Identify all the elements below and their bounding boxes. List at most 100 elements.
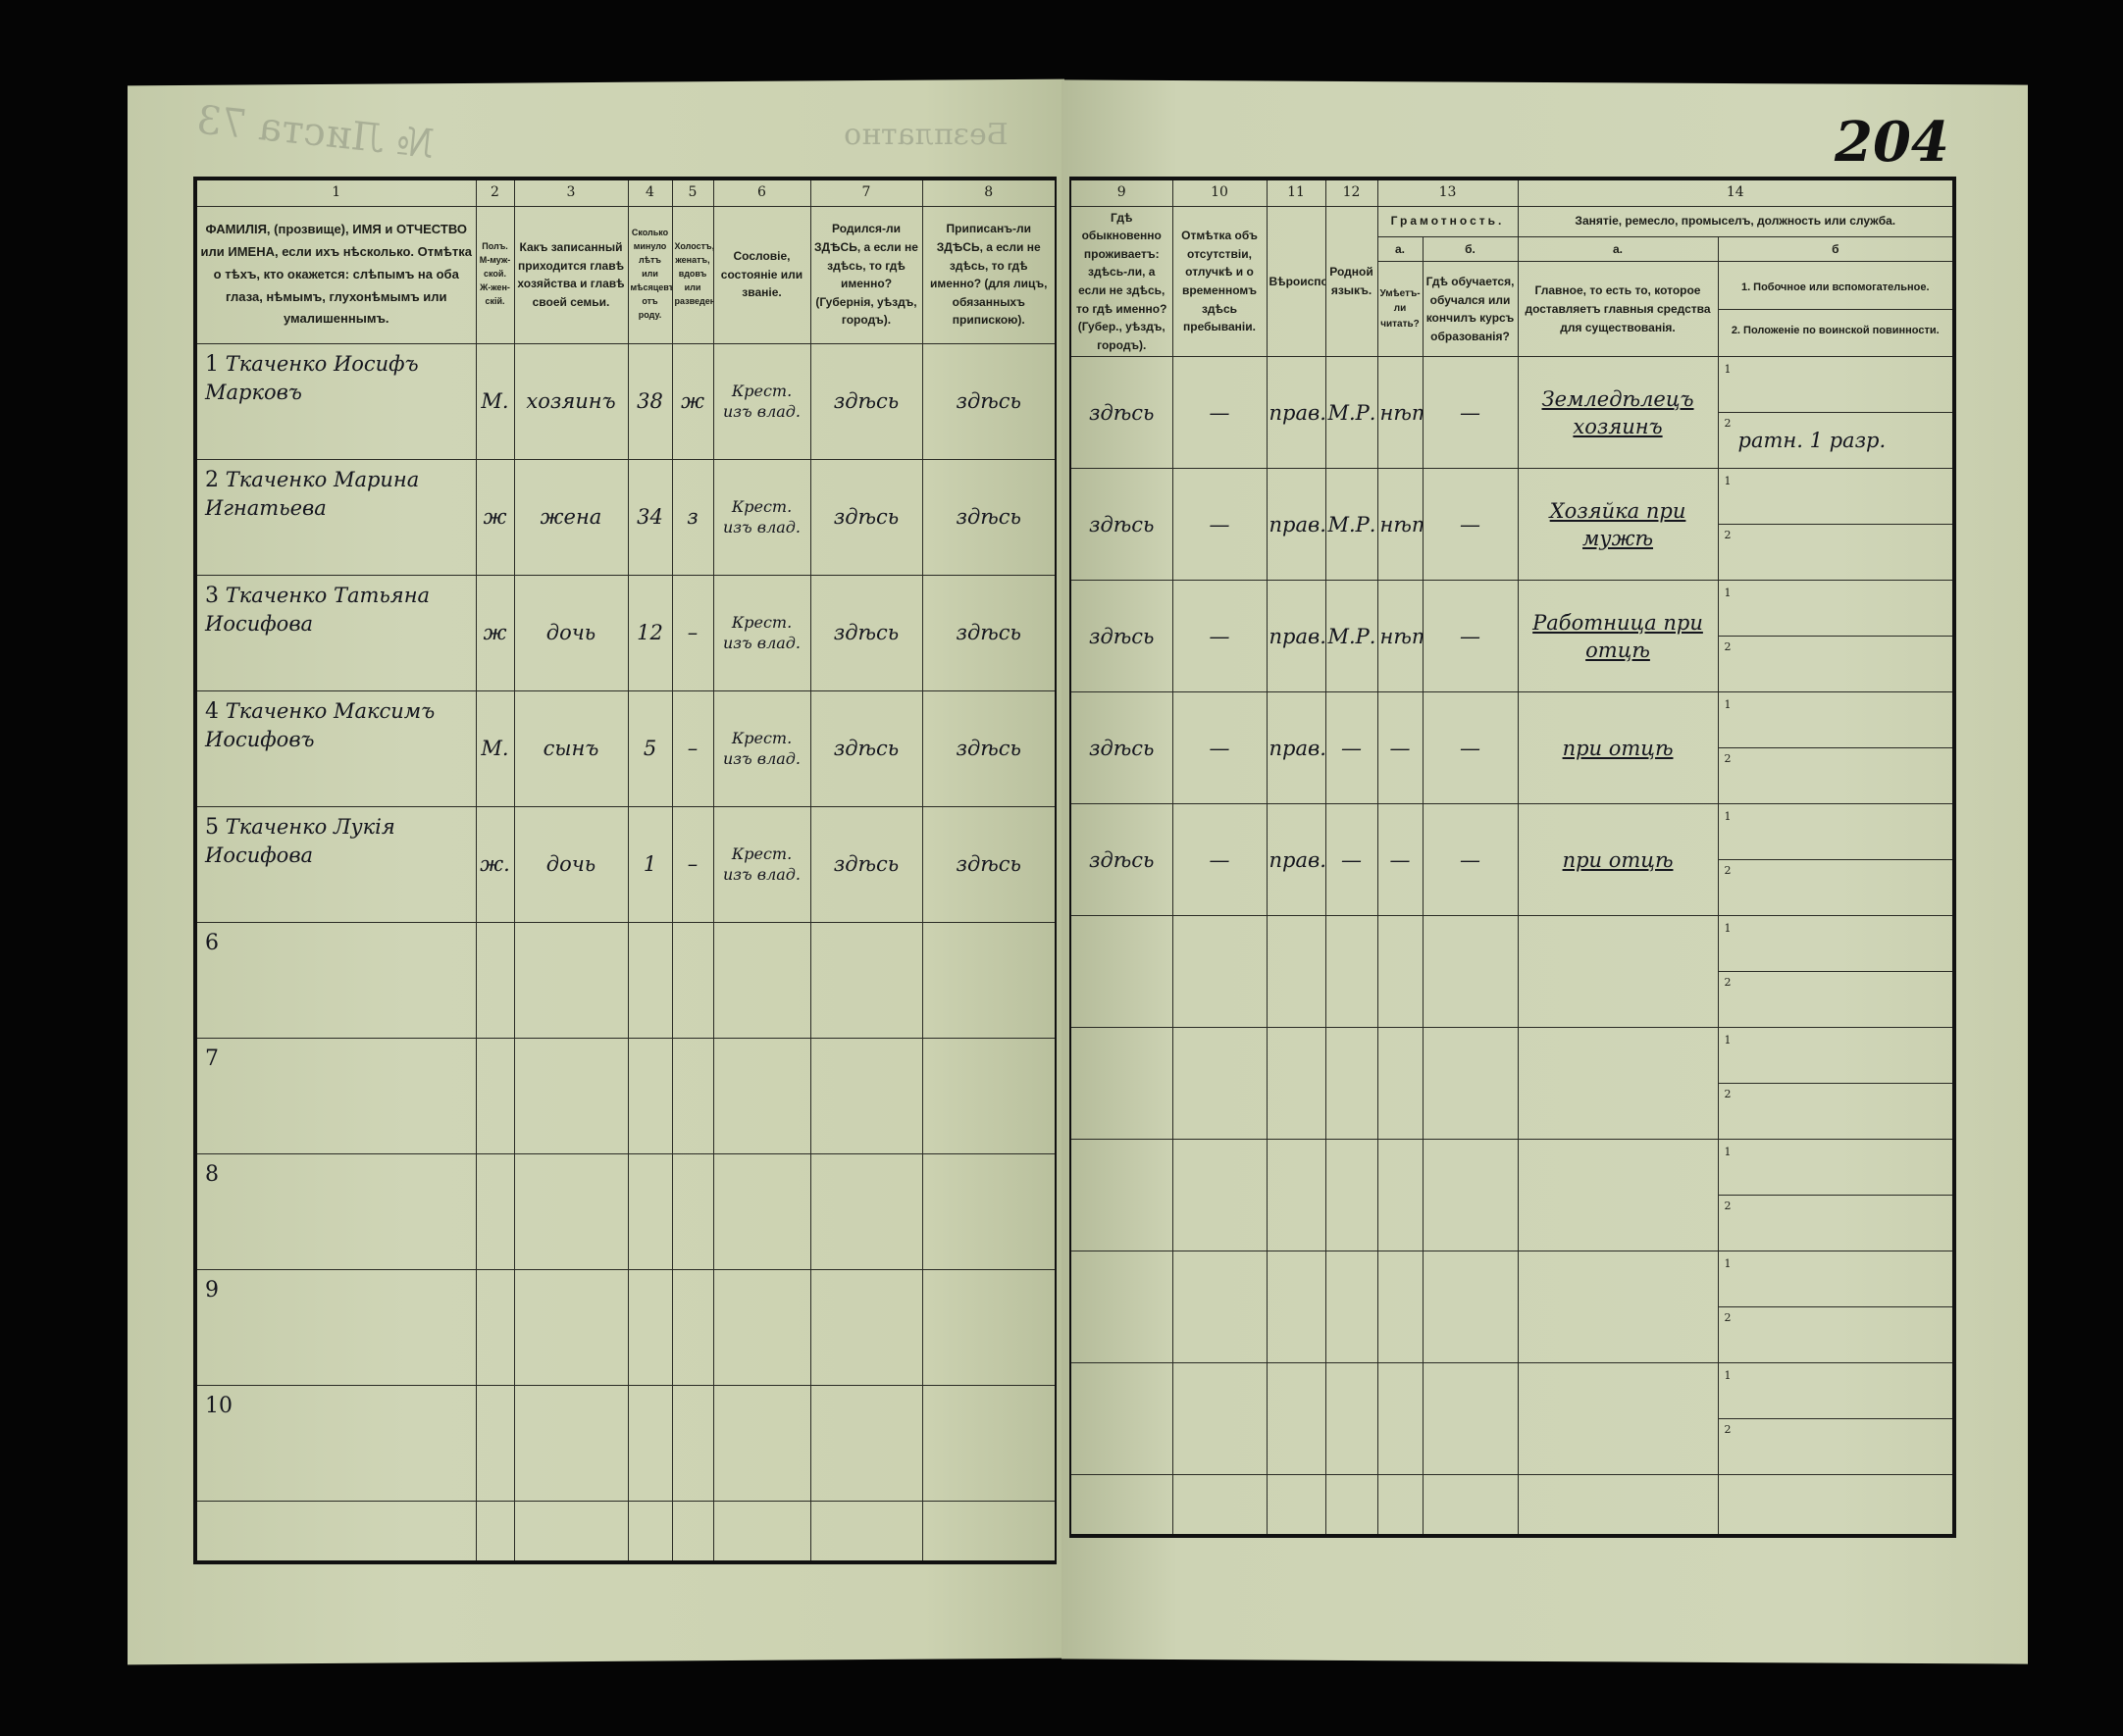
col-14b2-header: 2. Положеніе по воинской повинности. [1731,324,1940,336]
age-cell: 34 [627,458,673,576]
literate-cell [1376,1027,1424,1141]
subrow-2: 2 ратн. 1 разр. [1719,413,1952,466]
col-4-header: Сколько минуло лѣтъ или мѣсяцевъ отъ род… [627,205,673,344]
row-number: 6 [205,930,219,955]
born-cell: здѣсь [809,342,923,460]
marital-cell [671,921,714,1039]
born-cell: здѣсь [809,689,923,807]
table-footer-row [1069,1474,1955,1537]
subrow-label: 1 [1724,1034,1732,1047]
row-number: 8 [205,1161,219,1187]
subrow-label: 2 [1724,1200,1732,1213]
subrow-1: 1 [1719,1365,1953,1420]
col-11-number: 11 [1266,178,1326,207]
col-8-header: Приписанъ-ли ЗДѢСЬ, а если не здѣсь, то … [921,205,1057,344]
relation-cell: сынъ [513,689,629,807]
census-table-right: 9 10 11 12 13 14 Гдѣ обыкновенно прожива… [1069,177,1957,1539]
subrow-label: 2 [1724,1423,1732,1437]
col-12-number: 12 [1324,178,1378,207]
table-row-left: 1 Ткаченко Иосифъ Марковъ М. хозяинъ 38 ж Кре… [194,342,1057,460]
age-cell [627,921,673,1039]
literate-cell: нѣтъ [1376,468,1424,582]
military-status: ратн. 1 разр. [1737,429,1887,453]
col-1-number: 1 [194,178,477,207]
col-5-header: Холостъ, женатъ, вдовъ или разведенъ. [671,205,714,344]
row-number: 1 [205,351,219,377]
row-number: 9 [205,1277,219,1302]
name-cell: 2 Ткаченко Марина Игнатьева [194,458,477,576]
subrow-label: 1 [1724,698,1732,712]
religion-cell: прав. [1266,356,1326,470]
estate-cell: Крест. изъ влад. [712,574,811,691]
resides-cell: здѣсь [1069,691,1173,805]
religion-cell [1266,915,1326,1029]
marital-cell: – [671,574,714,691]
col-10-number: 10 [1171,178,1268,207]
col-8-number: 8 [921,178,1057,207]
estate-cell: Крест. изъ влад. [712,342,811,460]
education-cell [1422,1139,1519,1252]
occupation-cell: при отцѣ [1517,691,1719,805]
subrow-1: 1 [1719,1142,1953,1197]
subrow-1: 1 [1719,471,1953,526]
religion-cell [1266,1362,1326,1476]
age-cell [627,1152,673,1270]
blank-cell [1266,1474,1326,1537]
sex-cell [475,1384,515,1502]
subrow-label: 1 [1724,363,1732,377]
absence-cell [1171,915,1268,1029]
table-row-left: 10 [194,1384,1057,1502]
table-row-left: 7 [194,1037,1057,1154]
col-7-number: 7 [809,178,923,207]
literate-cell: — [1376,803,1424,917]
education-cell: — [1422,580,1519,693]
age-cell: 38 [627,342,673,460]
blank-cell [1517,1474,1719,1537]
born-cell [809,1152,923,1270]
col-6-header: Сословіе, состояніе или званіе. [712,205,811,344]
col-13a-header: Умѣетъ-ли читать? [1376,260,1424,358]
col-5-number: 5 [671,178,714,207]
sex-cell [475,921,515,1039]
marital-cell [671,1037,714,1154]
row-number: 2 [205,467,219,492]
blank-cell [1422,1474,1519,1537]
col-14b1-header: 1. Побочное или вспомогательное. [1719,267,1953,310]
age-cell [627,1037,673,1154]
col-13b-header: Гдѣ обучается, обучался или кончилъ курс… [1422,260,1519,358]
page-number: 204 [1835,110,1949,175]
subrow-label: 2 [1724,529,1732,542]
absence-cell [1171,1139,1268,1252]
subrow-1: 1 [1719,918,1953,973]
relation-cell: хозяинъ [513,342,629,460]
subrow-1: 1 [1719,1030,1953,1085]
absence-cell: — [1171,691,1268,805]
blank-cell [671,1500,714,1563]
estate-cell [712,1152,811,1270]
col-3-header: Какъ записанный приходится главѣ хозяйст… [513,205,629,344]
absence-cell: — [1171,580,1268,693]
literate-cell [1376,1139,1424,1252]
education-cell: — [1422,803,1519,917]
name-cell: 7 [194,1037,477,1154]
estate-cell [712,1037,811,1154]
absence-cell: — [1171,468,1268,582]
table-row-right: здѣсь — прав. — — — при отцѣ 1 2 [1069,803,1955,917]
literate-cell: — [1376,691,1424,805]
subrow-label: 1 [1724,1146,1732,1159]
subrow-label: 2 [1724,417,1732,431]
occupation-cell [1517,1362,1719,1476]
marital-cell: ж [671,342,714,460]
language-cell: — [1324,691,1378,805]
blank-cell [475,1500,515,1563]
resides-cell: здѣсь [1069,356,1173,470]
